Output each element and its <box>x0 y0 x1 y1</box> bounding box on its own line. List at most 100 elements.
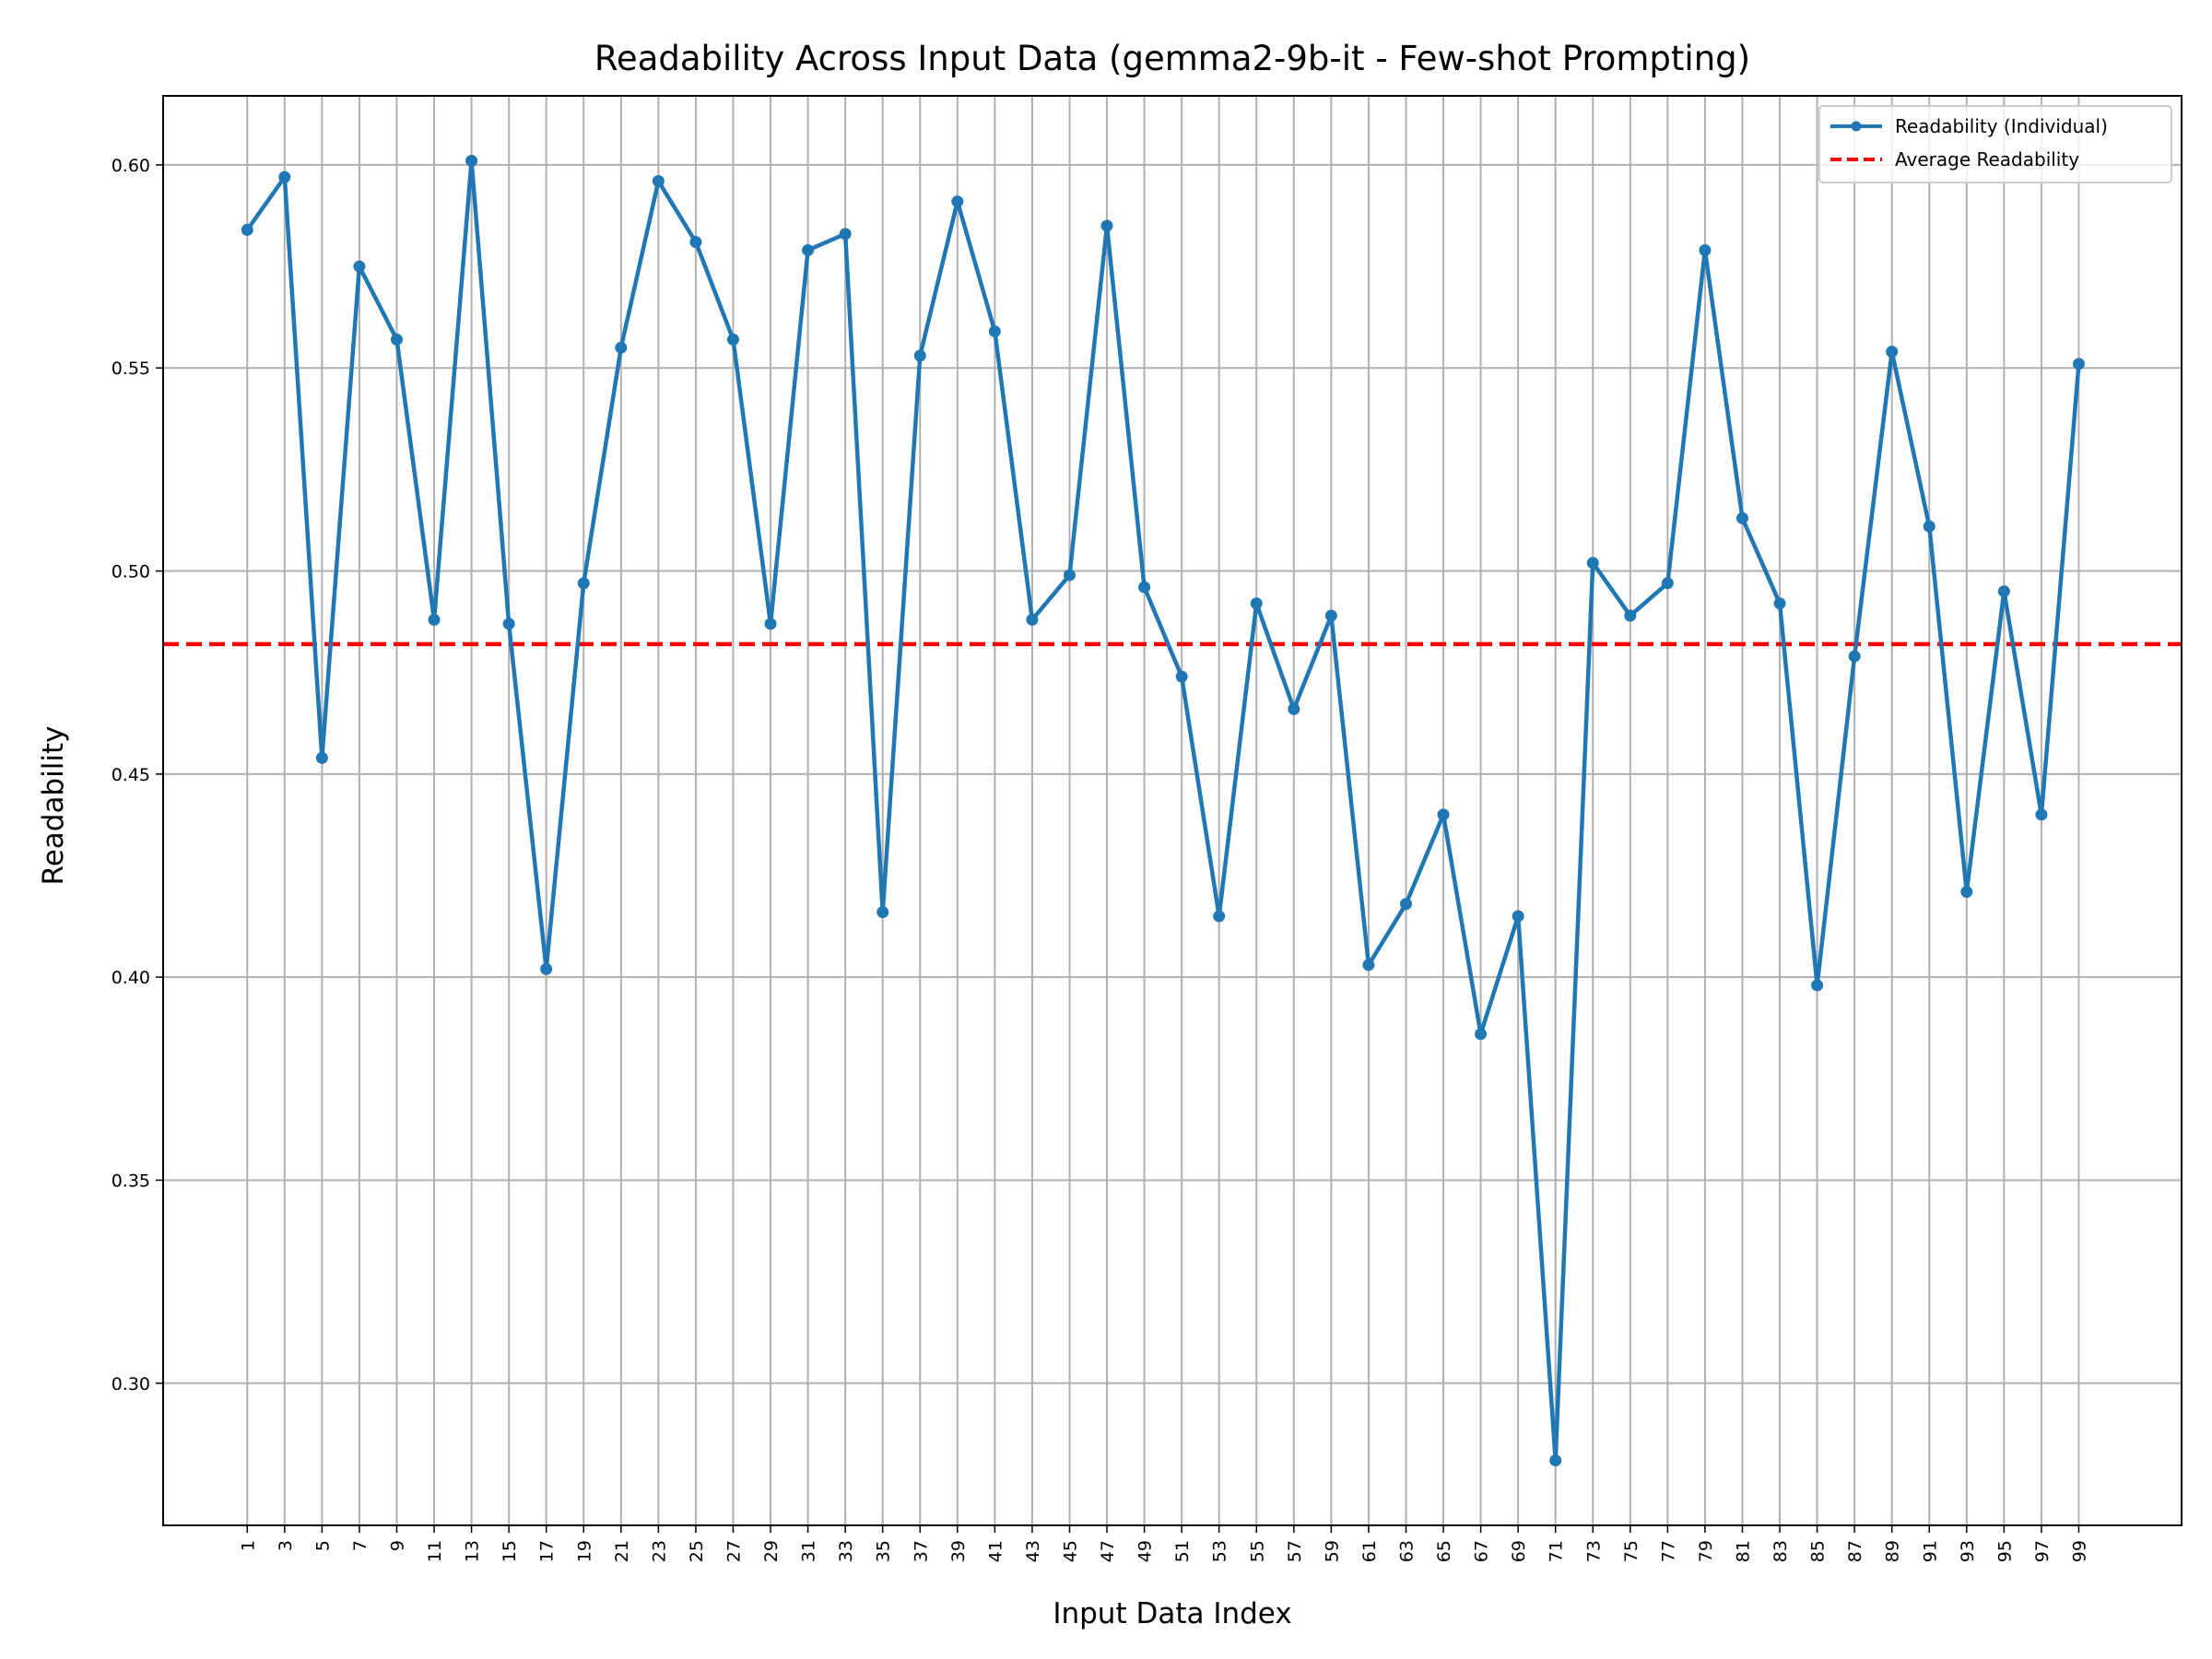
x-tick-label: 49 <box>1135 1540 1156 1562</box>
y-tick-label: 0.45 <box>112 765 150 785</box>
x-tick-label: 11 <box>425 1540 445 1562</box>
data-point <box>465 155 478 167</box>
x-tick-label: 77 <box>1658 1540 1678 1562</box>
legend-series-marker <box>1851 121 1862 132</box>
data-point <box>577 577 590 590</box>
data-point <box>390 333 403 346</box>
legend-box <box>1818 105 2172 183</box>
y-tick-label: 0.50 <box>112 562 150 582</box>
x-tick-label: 41 <box>985 1540 1006 1562</box>
x-tick-label: 57 <box>1285 1540 1305 1562</box>
data-point <box>802 243 815 256</box>
data-point <box>1475 1028 1488 1041</box>
x-tick-label: 67 <box>1472 1540 1492 1562</box>
data-point <box>1735 512 1748 524</box>
legend-average-label: Average Readability <box>1895 148 2079 171</box>
data-point <box>1923 520 1936 533</box>
y-tick-label: 0.30 <box>112 1374 150 1394</box>
x-tick-label: 89 <box>1883 1540 1903 1562</box>
x-tick-label: 63 <box>1396 1540 1417 1562</box>
data-point <box>2072 358 2085 371</box>
x-tick-label: 9 <box>387 1540 407 1551</box>
x-tick-label: 27 <box>724 1540 744 1562</box>
x-tick-label: 91 <box>1920 1540 1940 1562</box>
data-point <box>241 223 253 236</box>
legend-series-label: Readability (Individual) <box>1895 115 2108 137</box>
data-point <box>1324 609 1337 622</box>
data-point <box>615 341 628 354</box>
x-tick-label: 17 <box>537 1540 558 1562</box>
x-tick-label: 21 <box>612 1540 632 1562</box>
x-tick-label: 65 <box>1434 1540 1454 1562</box>
x-tick-label: 5 <box>312 1540 333 1551</box>
x-tick-label: 93 <box>1958 1540 1978 1562</box>
plot-frame <box>162 95 2183 1526</box>
data-point <box>1138 581 1151 594</box>
x-tick-label: 43 <box>1023 1540 1043 1562</box>
x-tick-label: 37 <box>911 1540 931 1562</box>
x-tick-label: 29 <box>761 1540 782 1562</box>
data-point <box>1100 219 1113 232</box>
data-point <box>1886 346 1899 359</box>
legend: Readability (Individual) Average Readabi… <box>1818 105 2172 183</box>
data-point <box>1848 650 1861 663</box>
x-tick-label: 81 <box>1733 1540 1753 1562</box>
x-tick-label: 33 <box>836 1540 856 1562</box>
x-tick-label: 35 <box>874 1540 894 1562</box>
data-point <box>652 175 665 188</box>
x-tick-label: 39 <box>948 1540 969 1562</box>
x-tick-label: 55 <box>1247 1540 1267 1562</box>
x-tick-label: 69 <box>1509 1540 1529 1562</box>
data-point <box>1997 585 2010 598</box>
x-tick-label: 83 <box>1771 1540 1791 1562</box>
data-point <box>1960 886 1973 899</box>
data-point <box>1437 808 1450 821</box>
x-tick-label: 51 <box>1172 1540 1193 1562</box>
x-tick-label: 71 <box>1547 1540 1567 1562</box>
y-tick-label: 0.40 <box>112 968 150 988</box>
y-tick-label: 0.35 <box>112 1171 150 1191</box>
data-point <box>278 171 291 183</box>
data-point <box>428 613 441 626</box>
data-point <box>1624 609 1637 622</box>
x-tick-label: 73 <box>1583 1540 1604 1562</box>
data-point <box>1063 569 1076 582</box>
data-point <box>1362 959 1375 971</box>
x-tick-label: 85 <box>1808 1540 1829 1562</box>
x-tick-label: 97 <box>2032 1540 2053 1562</box>
data-point <box>1512 910 1524 923</box>
data-point <box>764 618 777 630</box>
ticks: 1 3 5 7 9 11 13 15 17 19 21 23 25 27 29 31 33 35 37 39 41 43 4… <box>112 156 2090 1562</box>
data-point <box>726 333 739 346</box>
data-point <box>913 349 926 362</box>
data-point <box>1773 597 1786 610</box>
chart-title: Readability Across Input Data (gemma2-9b… <box>594 39 1750 78</box>
grid <box>163 96 2182 1525</box>
x-tick-label: 99 <box>2069 1540 2089 1562</box>
x-tick-label: 87 <box>1845 1540 1865 1562</box>
data-point <box>1549 1454 1562 1466</box>
x-axis-label: Input Data Index <box>1053 1597 1291 1630</box>
data-point <box>502 618 515 630</box>
data-point <box>540 962 553 975</box>
x-tick-label: 15 <box>500 1540 520 1562</box>
y-axis-label: Readability <box>37 726 70 886</box>
x-tick-label: 1 <box>238 1540 258 1551</box>
data-point <box>951 195 964 208</box>
x-tick-label: 7 <box>350 1540 371 1551</box>
data-point <box>877 906 889 919</box>
series-line <box>245 159 2081 1463</box>
data-point <box>1699 243 1712 256</box>
data-point <box>1661 577 1674 590</box>
data-point <box>1250 597 1263 610</box>
series-layer <box>241 155 2085 1466</box>
data-point <box>315 751 328 764</box>
x-tick-label: 19 <box>574 1540 594 1562</box>
x-tick-label: 13 <box>463 1540 483 1562</box>
x-tick-label: 23 <box>649 1540 669 1562</box>
x-tick-label: 47 <box>1098 1540 1118 1562</box>
data-point <box>839 228 852 241</box>
x-tick-label: 53 <box>1210 1540 1230 1562</box>
